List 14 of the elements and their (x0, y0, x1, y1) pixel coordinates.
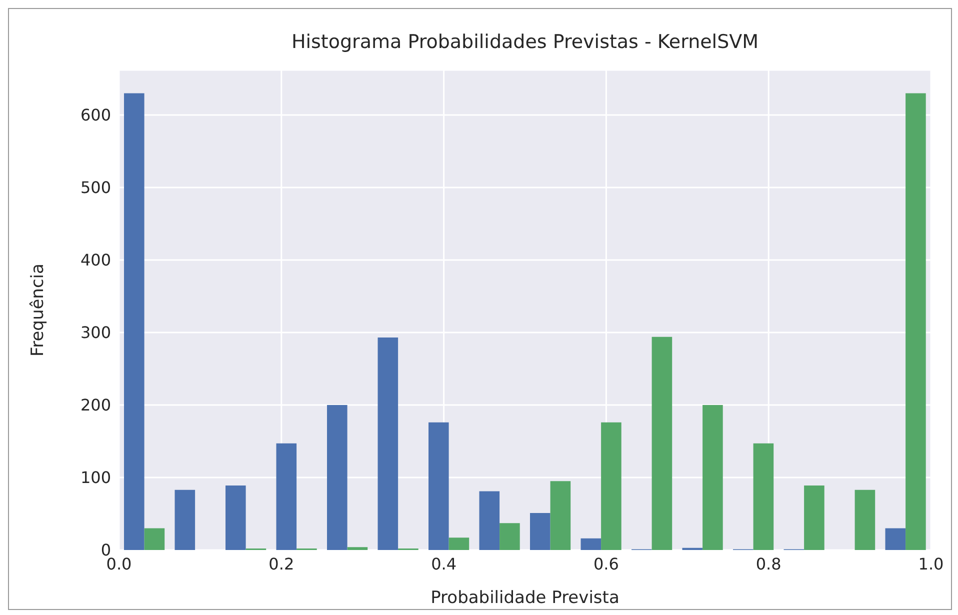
y-tick-label: 500 (80, 178, 111, 198)
y-tick-label: 200 (80, 396, 111, 415)
x-tick-label: 0.4 (431, 554, 457, 574)
x-tick-label: 1.0 (918, 554, 944, 574)
x-tick-label: 0.8 (756, 554, 782, 574)
chart-title: Histograma Probabilidades Previstas - KernelSVM (290, 31, 760, 53)
y-tick-label: 100 (80, 468, 111, 488)
y-axis-title: Frequência (28, 264, 48, 356)
y-tick-label: 400 (80, 250, 111, 270)
x-axis-title: Probabilidade Prevista (430, 588, 620, 608)
x-tick-label: 0.2 (268, 554, 294, 574)
y-tick-label: 600 (80, 106, 111, 125)
y-tick-label: 300 (80, 323, 111, 342)
x-tick-label: 0.6 (593, 554, 619, 574)
